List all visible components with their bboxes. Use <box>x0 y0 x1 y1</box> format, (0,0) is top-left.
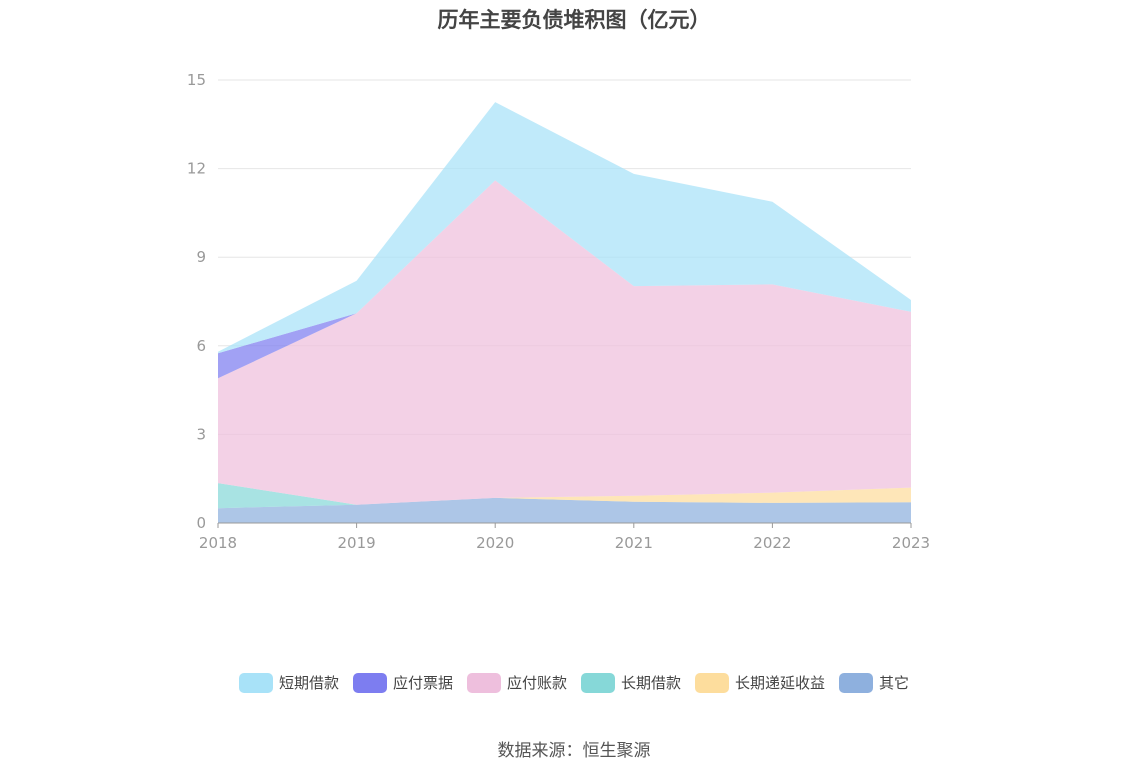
y-tick-label: 12 <box>187 160 206 178</box>
legend-item[interactable]: 其它 <box>839 672 909 693</box>
x-tick-label: 2021 <box>615 534 653 552</box>
x-tick-label: 2019 <box>338 534 376 552</box>
y-tick-label: 6 <box>196 337 206 355</box>
legend-label: 应付票据 <box>392 674 453 692</box>
legend-label: 长期递延收益 <box>735 674 826 692</box>
area-长期递延收益 <box>218 487 911 509</box>
x-tick-label: 2022 <box>753 534 791 552</box>
legend-swatch <box>839 672 874 693</box>
x-tick-label: 2018 <box>199 534 237 552</box>
legend-item[interactable]: 应付票据 <box>352 672 453 693</box>
area-应付账款 <box>218 180 911 505</box>
legend-swatch <box>352 672 387 693</box>
area-其它 <box>218 497 911 523</box>
legend-item[interactable]: 长期递延收益 <box>695 672 825 693</box>
area-短期借款 <box>218 102 911 354</box>
legend-label: 短期借款 <box>278 674 339 692</box>
area-series <box>218 102 911 523</box>
legend-label: 应付账款 <box>506 674 567 692</box>
legend-swatch <box>695 672 730 693</box>
legend-swatch <box>466 672 501 693</box>
legend-swatch <box>581 672 615 693</box>
legend-label: 长期借款 <box>621 674 682 692</box>
y-tick-label: 15 <box>187 71 206 89</box>
x-tick-label: 2020 <box>476 534 514 552</box>
x-tick-label: 2023 <box>892 534 930 552</box>
y-tick-label: 9 <box>196 248 206 266</box>
y-tick-label: 3 <box>196 425 206 443</box>
legend-label: 其它 <box>879 674 910 692</box>
legend-item[interactable]: 短期借款 <box>238 672 339 693</box>
y-tick-label: 0 <box>196 514 206 532</box>
legend-swatch <box>238 672 273 693</box>
legend: 短期借款 应付票据 应付账款 长期借款 长期递延收益 其它 <box>0 672 1148 693</box>
legend-item[interactable]: 长期借款 <box>581 672 681 693</box>
legend-item[interactable]: 应付账款 <box>466 672 567 693</box>
area-长期借款 <box>218 483 911 509</box>
axes: 0 3 6 9 12 15 2018 2019 2020 2021 2022 2023 <box>187 71 930 552</box>
chart-title: 历年主要负债堆积图（亿元） <box>437 8 711 32</box>
data-source: 数据来源：恒生聚源 <box>497 741 651 761</box>
